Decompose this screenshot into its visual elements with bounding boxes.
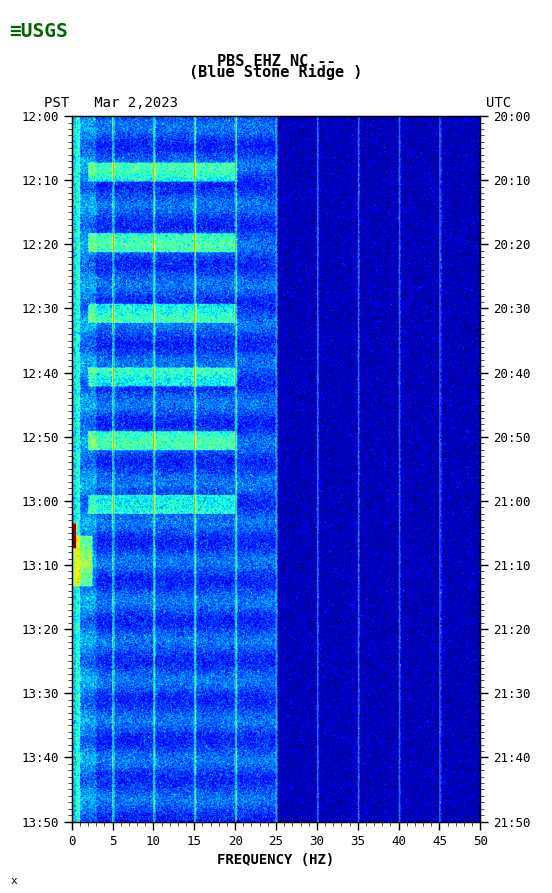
Text: PBS EHZ NC --: PBS EHZ NC -- bbox=[217, 54, 335, 69]
Text: (Blue Stone Ridge ): (Blue Stone Ridge ) bbox=[189, 64, 363, 80]
Text: PST   Mar 2,2023: PST Mar 2,2023 bbox=[44, 96, 178, 110]
Text: UTC: UTC bbox=[486, 96, 511, 110]
X-axis label: FREQUENCY (HZ): FREQUENCY (HZ) bbox=[217, 854, 335, 867]
Text: ≡USGS: ≡USGS bbox=[9, 21, 67, 41]
Text: x: x bbox=[11, 876, 18, 886]
